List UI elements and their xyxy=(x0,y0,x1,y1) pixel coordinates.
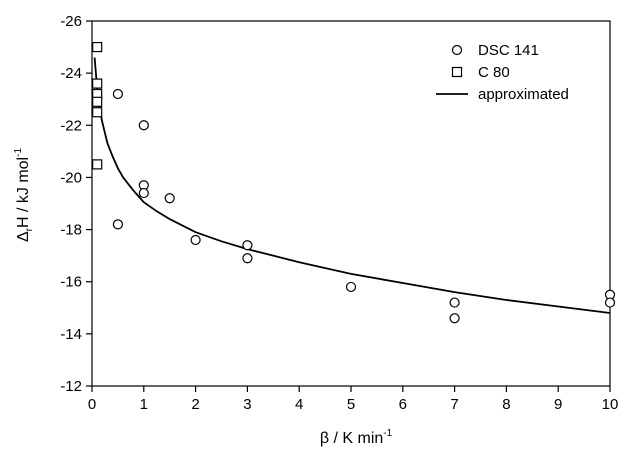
y-tick-label: -24 xyxy=(60,65,82,82)
curve-layer xyxy=(93,57,611,314)
c80-point xyxy=(92,159,103,170)
y-axis-title-sup: -1 xyxy=(13,148,24,157)
y-axis-title-sub: r xyxy=(24,227,35,231)
x-tick-label: 2 xyxy=(191,396,199,413)
x-axis-title-sup: -1 xyxy=(383,428,392,439)
points-layer xyxy=(92,41,616,324)
legend-label: DSC 141 xyxy=(478,42,539,59)
x-tick-label: 6 xyxy=(399,396,407,413)
dsc141-point xyxy=(449,313,460,324)
x-tick-label: 5 xyxy=(347,396,355,413)
plot-frame xyxy=(91,20,611,387)
dsc141-point xyxy=(138,120,149,131)
x-tick-label: 9 xyxy=(554,396,562,413)
c80-point xyxy=(92,107,103,118)
x-axis-title: β / K min-1 xyxy=(320,428,393,447)
dsc141-point xyxy=(112,219,124,230)
dsc141-point xyxy=(242,253,253,264)
dsc141-point xyxy=(164,193,175,204)
y-tick-label: -12 xyxy=(60,378,82,395)
legend-label: C 80 xyxy=(478,64,510,81)
dsc141-point xyxy=(242,240,253,251)
y-tick-label: -14 xyxy=(60,326,82,343)
dsc141-point xyxy=(449,297,460,308)
x-tick-label: 8 xyxy=(502,396,510,413)
c80-point xyxy=(92,96,103,107)
dsc141-point xyxy=(138,187,149,199)
x-tick-label: 4 xyxy=(295,396,303,413)
y-tick-label: -26 xyxy=(60,13,82,30)
x-tick-label: 1 xyxy=(140,396,148,413)
x-tick-label: 7 xyxy=(450,396,458,413)
legend-circle-marker xyxy=(451,44,463,56)
y-tick-label: -20 xyxy=(60,169,82,186)
y-axis-title: ΔrH / kJ mol-1 xyxy=(13,148,35,242)
y-tick-label: -16 xyxy=(60,274,82,291)
x-tick-label: 10 xyxy=(602,396,619,413)
dsc141-point xyxy=(604,297,616,308)
x-tick-label: 3 xyxy=(243,396,251,413)
y-tick-label: -18 xyxy=(60,222,82,239)
dsc141-point xyxy=(345,281,357,293)
c80-point xyxy=(92,41,103,53)
x-tick-label: 0 xyxy=(88,396,96,413)
legend-square-marker xyxy=(451,66,463,78)
legend-label: approximated xyxy=(478,86,569,103)
c80-point xyxy=(92,78,103,89)
dsc141-point xyxy=(112,88,124,100)
legend: DSC 141 C 80 approximated xyxy=(436,42,569,103)
approximated-curve xyxy=(93,57,611,314)
y-tick-label: -22 xyxy=(60,117,82,134)
x-axis: 0 1 2 3 4 5 6 7 8 9 10 xyxy=(88,386,619,413)
y-axis: -26 -24 -22 -20 -18 -16 -14 -12 xyxy=(60,13,92,395)
plot-border xyxy=(91,20,611,387)
y-axis-title-rest: H / kJ mol xyxy=(15,157,32,228)
dsc141-point xyxy=(190,234,201,246)
